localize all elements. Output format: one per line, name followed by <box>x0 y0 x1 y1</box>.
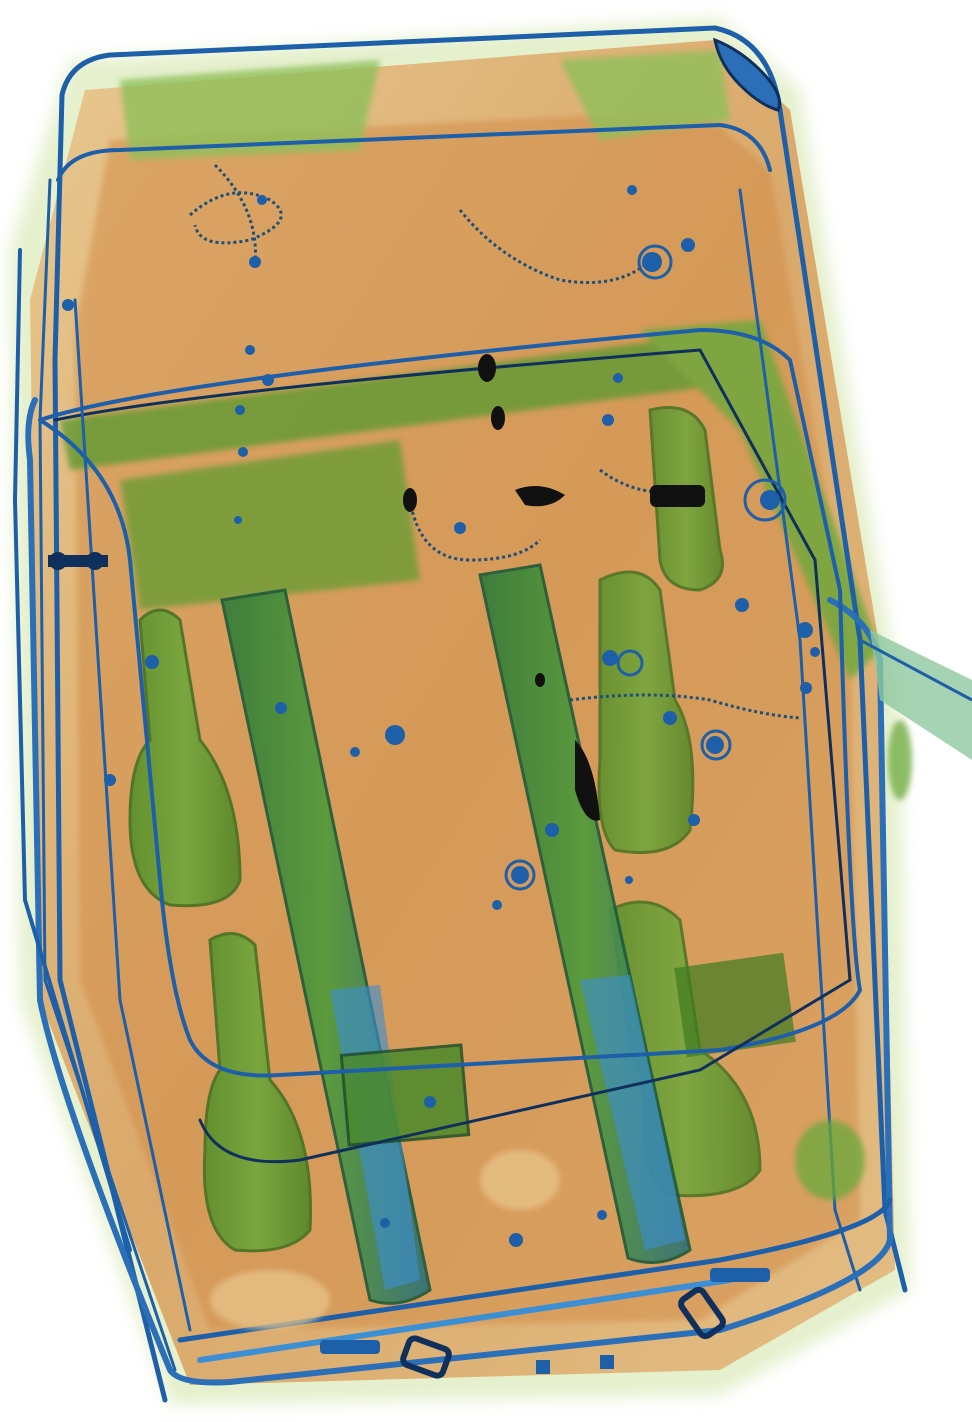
textile-areas <box>60 50 880 680</box>
bottle-right-upper <box>597 570 695 854</box>
lower-organic-items <box>210 720 912 1330</box>
zipper-pull-bottom-left <box>400 1335 452 1379</box>
bottle-left-lower <box>202 932 312 1253</box>
side-buckle-left <box>48 552 108 570</box>
wheel-casters <box>320 1268 770 1374</box>
zipper-pull-top-right <box>712 37 781 112</box>
extension-handle <box>859 630 972 760</box>
small-metal-parts <box>62 185 820 1247</box>
small-pouch <box>339 1043 471 1147</box>
tube-right <box>478 563 692 1264</box>
dark-box <box>674 952 796 1058</box>
dense-objects <box>403 354 705 821</box>
zipper-pull-bottom-right <box>678 1286 726 1340</box>
suitcase-frame <box>12 25 908 1403</box>
ring-objects <box>504 244 787 891</box>
bottle-left-upper <box>128 608 242 908</box>
